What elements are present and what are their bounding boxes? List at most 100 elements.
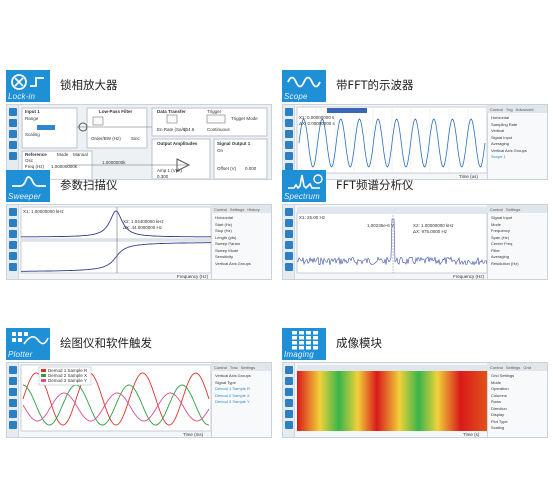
- scope-panel-sampling-rate[interactable]: Sampling Rate: [491, 121, 518, 127]
- imaging-panel-scaling[interactable]: Scaling: [491, 425, 505, 430]
- lockin-input-label: Input 1: [25, 109, 40, 114]
- scope-header: Scope 带FFT的示波器: [282, 70, 548, 102]
- imaging-panel-direction[interactable]: Direction: [491, 405, 507, 411]
- sweeper-panel-sensitivity[interactable]: Sensitivity: [215, 254, 234, 259]
- lockin-scaling-label: Scaling: [25, 132, 40, 137]
- lockin-manual-value[interactable]: Manual: [73, 152, 88, 157]
- scope-xlabel: Time (us): [459, 174, 478, 179]
- sweeper-header: Sweeper 参数扫描仪: [6, 170, 272, 202]
- plotter-tab-control[interactable]: Control: [214, 364, 227, 370]
- scope-tab-trig[interactable]: Trig: [505, 106, 513, 112]
- spectrum-control-panel: Control Settings Signal Input Mode Frequ…: [487, 205, 547, 279]
- imaging-tab-settings[interactable]: Settings: [505, 364, 521, 370]
- lockin-amp-value[interactable]: 0.300: [157, 174, 169, 179]
- sweeper-tab-control[interactable]: Control: [214, 206, 227, 212]
- lockin-badge[interactable]: Lock-in: [6, 70, 50, 102]
- sweeper-panel-mode[interactable]: Sweep Mode: [215, 247, 239, 253]
- sweeper-panel-param[interactable]: Sweep Param: [215, 241, 241, 246]
- spectrum-panel-mode[interactable]: Mode: [491, 221, 502, 227]
- lockin-amp-label: Amp 1 (Vpk): [157, 168, 183, 173]
- imaging-header: Imaging 成像模块: [282, 328, 548, 360]
- plotter-legend-x[interactable]: Demod 2 Sample X: [48, 373, 88, 378]
- sweeper-cursor-x1: X1: 1.00000000 kHz: [23, 209, 64, 214]
- lockin-freq-value[interactable]: 1.00000000k: [51, 164, 78, 169]
- lockin-block-diagram: [21, 107, 268, 179]
- scope-side-toolbar: [283, 105, 295, 179]
- spectrum-panel-filter[interactable]: Filter: [491, 247, 500, 253]
- spectrum-panel-center[interactable]: Center Freq: [491, 241, 513, 246]
- sweeper-cursor-x2: X2: 1.04400000 kHz: [123, 219, 164, 224]
- sweeper-tabs[interactable]: Control Settings History: [211, 205, 271, 213]
- lockin-offset-label: Offset (V): [217, 166, 237, 171]
- scope-tabs[interactable]: Control Trig Advanced: [487, 105, 547, 113]
- imaging-screen: Time (s) Control Settings Grid Grid Sett…: [282, 362, 548, 438]
- plotter-tab-trac[interactable]: Trac: [229, 364, 238, 370]
- sweeper-badge[interactable]: Sweeper: [6, 170, 50, 202]
- lockin-output-amplitudes-label: Output Amplitudes: [157, 141, 198, 146]
- lockin-offset-value[interactable]: 0.000: [245, 166, 257, 171]
- plotter-plot: [20, 364, 212, 432]
- imaging-panel-columns[interactable]: Columns: [491, 392, 507, 398]
- imaging-xlabel: Time (s): [463, 432, 480, 437]
- scope-panel-scope1[interactable]: Scope 1: [491, 154, 506, 159]
- plotter-tile: Plotter 绘图仪和软件触发 Demod 1 Sample R Demod …: [6, 328, 272, 438]
- lockin-data-transfer-label: Data Transfer: [157, 109, 186, 114]
- spectrum-side-toolbar: [283, 205, 295, 279]
- lockin-mode-label: Mode: [57, 152, 69, 157]
- spectrum-panel-frequency: Frequency: [491, 228, 510, 233]
- imaging-panel-operation[interactable]: Operation: [491, 386, 509, 391]
- spectrum-plot: [296, 207, 488, 274]
- sweeper-tab-settings[interactable]: Settings: [229, 206, 245, 212]
- scope-screen: X1: 0.00000000 s ΔX: 0.00000000 s Time (…: [282, 104, 548, 180]
- plotter-panel-demod3[interactable]: Demod 3 Sample Y: [215, 399, 250, 404]
- sweeper-panel-length[interactable]: Length (pts): [215, 234, 237, 240]
- plotter-badge-label: Plotter: [8, 350, 33, 359]
- sweeper-side-toolbar: [7, 205, 19, 279]
- scope-cursor-x1: X1: 0.00000000 s: [299, 115, 335, 120]
- scope-tab-advanced[interactable]: Advanced: [515, 106, 534, 112]
- sweeper-panel-stop[interactable]: Stop (Hz): [215, 228, 232, 233]
- scope-panel-axis-groups: Vertical Axis Groups: [491, 147, 527, 153]
- plotter-tabs[interactable]: Control Trac Settings: [211, 363, 271, 371]
- sweeper-title: 参数扫描仪: [60, 178, 118, 192]
- scope-badge-label: Scope: [284, 92, 308, 101]
- plotter-badge[interactable]: Plotter: [6, 328, 50, 360]
- scope-panel-signal-input[interactable]: Signal Input: [491, 134, 513, 140]
- imaging-tab-grid[interactable]: Grid: [523, 364, 531, 370]
- spectrum-tab-control[interactable]: Control: [490, 206, 503, 212]
- imaging-tab-control[interactable]: Control: [490, 364, 503, 370]
- imaging-tabs[interactable]: Control Settings Grid: [487, 363, 547, 371]
- plotter-panel-demod2[interactable]: Demod 2 Sample X: [215, 392, 250, 398]
- plotter-control-panel: Control Trac Settings Vertical Axis Grou…: [211, 363, 271, 437]
- lockin-on-label[interactable]: On: [217, 148, 224, 153]
- plotter-title: 绘图仪和软件触发: [60, 336, 152, 350]
- spectrum-icon: [288, 174, 323, 190]
- lockin-continuous-value[interactable]: Continuous: [207, 127, 230, 132]
- scope-tab-control[interactable]: Control: [490, 106, 503, 112]
- imaging-panel-mode[interactable]: Mode: [491, 379, 502, 385]
- spectrum-badge[interactable]: Spectrum: [282, 170, 326, 202]
- plotter-legend-r[interactable]: Demod 1 Sample R: [48, 368, 88, 373]
- spectrum-panel-signal-input[interactable]: Signal Input: [491, 215, 513, 220]
- spectrum-tabs[interactable]: Control Settings: [487, 205, 547, 213]
- plotter-panel-signal-type[interactable]: Signal Type: [215, 379, 236, 385]
- sweeper-tab-history[interactable]: History: [247, 206, 260, 212]
- scope-panel-averaging[interactable]: Averaging: [491, 141, 509, 146]
- lockin-range-label: Range: [25, 116, 39, 121]
- spectrum-screen: X1: 25.00 Hz X2: 1.00000000 kHz ΔX: 975.…: [282, 204, 548, 280]
- sweeper-panel-start[interactable]: Start (Hz): [215, 221, 233, 227]
- imaging-panel-rows[interactable]: Rows: [491, 399, 502, 404]
- plotter-legend-y[interactable]: Demod 3 Sample Y: [48, 378, 87, 383]
- spectrum-panel-averaging[interactable]: Averaging: [491, 254, 509, 259]
- imaging-badge[interactable]: Imaging: [282, 328, 326, 360]
- imaging-panel-plot-type[interactable]: Plot Type: [491, 418, 508, 424]
- lockin-rate-value[interactable]: 104.6: [183, 127, 195, 132]
- scope-badge[interactable]: Scope: [282, 70, 326, 102]
- spectrum-panel-span[interactable]: Span (Hz): [491, 234, 510, 240]
- spectrum-noise-floor: [296, 218, 488, 266]
- spectrum-tab-settings[interactable]: Settings: [505, 206, 521, 212]
- sweeper-phase-curve: [21, 242, 211, 272]
- plotter-tab-settings[interactable]: Settings: [240, 364, 256, 370]
- plotter-panel-demod1[interactable]: Demod 1 Sample R: [215, 386, 250, 391]
- scope-wave-icon: [287, 76, 321, 88]
